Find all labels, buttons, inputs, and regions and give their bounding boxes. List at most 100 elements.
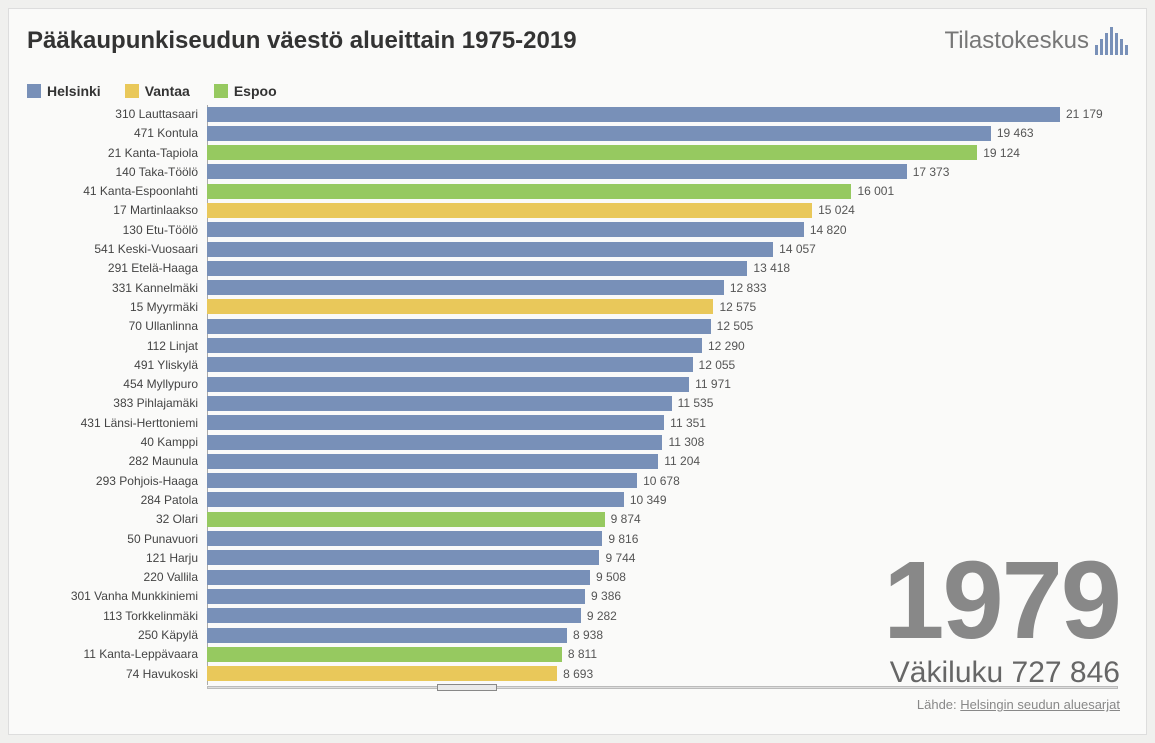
bar[interactable] [207, 454, 658, 469]
chart-title: Pääkaupunkiseudun väestö alueittain 1975… [27, 27, 577, 55]
legend-label: Vantaa [145, 83, 190, 99]
source-link[interactable]: Helsingin seudun aluesarjat [960, 697, 1120, 712]
bar-row: 284 Patola10 349 [207, 491, 1118, 509]
legend-item[interactable]: Vantaa [125, 83, 190, 99]
bar-label: 282 Maunula [22, 454, 202, 468]
bar-row: 17 Martinlaakso15 024 [207, 201, 1118, 219]
bar[interactable] [207, 107, 1060, 122]
bar-label: 74 Havukoski [22, 667, 202, 681]
bar[interactable] [207, 242, 773, 257]
bar-row: 431 Länsi-Herttoniemi11 351 [207, 414, 1118, 432]
bar[interactable] [207, 435, 662, 450]
bar[interactable] [207, 415, 664, 430]
bar-label: 541 Keski-Vuosaari [22, 242, 202, 256]
bar[interactable] [207, 203, 812, 218]
bar[interactable] [207, 589, 585, 604]
bar-value: 17 373 [913, 165, 950, 179]
bar-row: 331 Kannelmäki12 833 [207, 279, 1118, 297]
bar[interactable] [207, 608, 581, 623]
bar[interactable] [207, 512, 605, 527]
source-label: Lähde: [917, 697, 957, 712]
bar-value: 19 463 [997, 126, 1034, 140]
bar[interactable] [207, 531, 602, 546]
bar-value: 21 179 [1066, 107, 1103, 121]
bar[interactable] [207, 319, 711, 334]
bar[interactable] [207, 550, 599, 565]
bar-value: 19 124 [983, 146, 1020, 160]
bar-value: 12 055 [699, 358, 736, 372]
bar-value: 9 386 [591, 589, 621, 603]
bar[interactable] [207, 377, 689, 392]
bar[interactable] [207, 647, 562, 662]
bar[interactable] [207, 492, 624, 507]
bar-value: 8 938 [573, 628, 603, 642]
bar-row: 41 Kanta-Espoonlahti16 001 [207, 182, 1118, 200]
source-line: Lähde: Helsingin seudun aluesarjat [917, 697, 1120, 712]
bar[interactable] [207, 299, 713, 314]
bar-label: 121 Harju [22, 551, 202, 565]
bar[interactable] [207, 222, 804, 237]
bar[interactable] [207, 628, 567, 643]
bar-label: 291 Etelä-Haaga [22, 261, 202, 275]
bar-value: 12 833 [730, 281, 767, 295]
logo: Tilastokeskus [945, 27, 1129, 55]
logo-text: Tilastokeskus [945, 27, 1090, 55]
chart-card: Pääkaupunkiseudun väestö alueittain 1975… [8, 8, 1147, 735]
bar-row: 282 Maunula11 204 [207, 452, 1118, 470]
bar-label: 454 Myllypuro [22, 377, 202, 391]
bar-value: 12 575 [719, 300, 756, 314]
bar-value: 8 811 [568, 647, 597, 661]
bar-value: 16 001 [857, 184, 894, 198]
legend-label: Espoo [234, 83, 277, 99]
bar-label: 41 Kanta-Espoonlahti [22, 184, 202, 198]
bar-value: 11 535 [678, 396, 714, 410]
bar-value: 11 308 [668, 435, 704, 449]
bar-row: 21 Kanta-Tapiola19 124 [207, 144, 1118, 162]
bar[interactable] [207, 357, 693, 372]
bar-label: 15 Myyrmäki [22, 300, 202, 314]
bar-label: 250 Käpylä [22, 628, 202, 642]
bar[interactable] [207, 164, 907, 179]
bar-value: 9 508 [596, 570, 626, 584]
bar-label: 491 Yliskylä [22, 358, 202, 372]
year-display: 1979 [883, 546, 1120, 656]
bar[interactable] [207, 261, 747, 276]
bar[interactable] [207, 473, 637, 488]
bar[interactable] [207, 338, 702, 353]
bar-label: 301 Vanha Munkkiniemi [22, 589, 202, 603]
bar-row: 130 Etu-Töölö14 820 [207, 221, 1118, 239]
bar-row: 383 Pihlajamäki11 535 [207, 394, 1118, 412]
legend-item[interactable]: Espoo [214, 83, 277, 99]
bar[interactable] [207, 666, 557, 681]
bar-label: 284 Patola [22, 493, 202, 507]
bar-label: 11 Kanta-Leppävaara [22, 647, 202, 661]
bar-row: 291 Etelä-Haaga13 418 [207, 259, 1118, 277]
bar-row: 491 Yliskylä12 055 [207, 356, 1118, 374]
header: Pääkaupunkiseudun väestö alueittain 1975… [27, 27, 1128, 55]
bar-value: 14 820 [810, 223, 847, 237]
bar-row: 15 Myyrmäki12 575 [207, 298, 1118, 316]
population-line: Väkiluku 727 846 [890, 656, 1120, 690]
bar[interactable] [207, 145, 977, 160]
bar-row: 310 Lauttasaari21 179 [207, 105, 1118, 123]
bar-row: 454 Myllypuro11 971 [207, 375, 1118, 393]
bar-label: 112 Linjat [22, 339, 202, 353]
bar[interactable] [207, 570, 590, 585]
bar-value: 11 971 [695, 377, 731, 391]
bar-value: 14 057 [779, 242, 816, 256]
bar-label: 32 Olari [22, 512, 202, 526]
bar-value: 11 204 [664, 454, 700, 468]
bar-label: 70 Ullanlinna [22, 319, 202, 333]
legend-item[interactable]: Helsinki [27, 83, 101, 99]
bar-row: 70 Ullanlinna12 505 [207, 317, 1118, 335]
bar[interactable] [207, 126, 991, 141]
bar[interactable] [207, 280, 724, 295]
bar-label: 140 Taka-Töölö [22, 165, 202, 179]
legend-swatch [125, 84, 139, 98]
bar[interactable] [207, 396, 672, 411]
bar[interactable] [207, 184, 851, 199]
bar-value: 9 744 [605, 551, 635, 565]
bar-label: 220 Vallila [22, 570, 202, 584]
x-axis-scrollbar-handle[interactable] [437, 684, 497, 691]
bar-label: 17 Martinlaakso [22, 203, 202, 217]
